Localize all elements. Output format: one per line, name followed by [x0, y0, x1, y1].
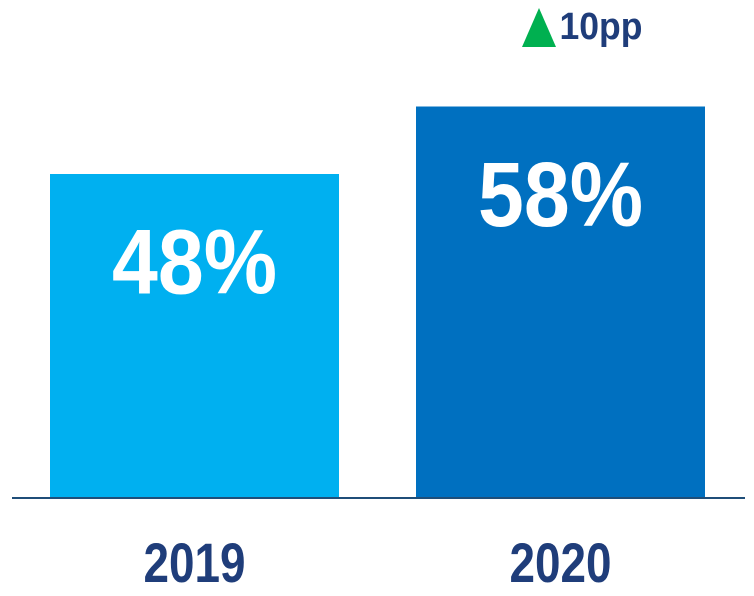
x-tick-label: 2019 [144, 531, 246, 594]
value-label: 48% [112, 211, 277, 313]
increase-arrow [522, 8, 556, 47]
bar [416, 106, 705, 498]
bar [50, 174, 339, 498]
value-label: 58% [478, 144, 643, 246]
x-tick-label: 2020 [510, 531, 612, 594]
change-annotation: 10pp [560, 6, 643, 48]
